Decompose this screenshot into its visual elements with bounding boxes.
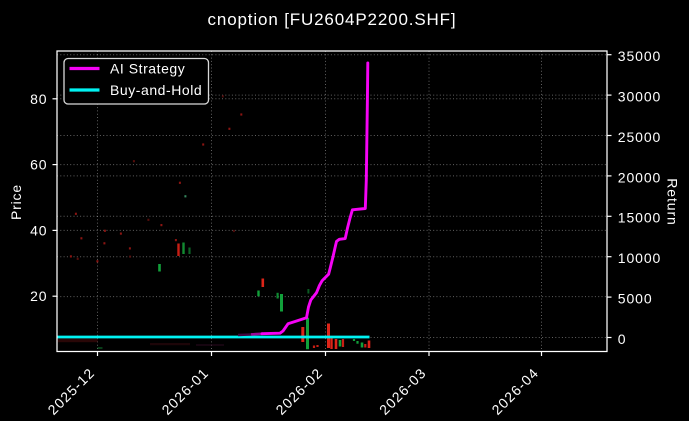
svg-text:10000: 10000 bbox=[618, 250, 661, 266]
svg-text:AI Strategy: AI Strategy bbox=[110, 61, 185, 77]
svg-text:30000: 30000 bbox=[618, 89, 661, 105]
svg-text:40: 40 bbox=[30, 222, 47, 238]
svg-text:Price: Price bbox=[8, 184, 24, 220]
svg-text:0: 0 bbox=[618, 331, 627, 347]
svg-text:5000: 5000 bbox=[618, 291, 653, 307]
svg-text:20000: 20000 bbox=[618, 169, 661, 185]
svg-text:60: 60 bbox=[30, 157, 47, 173]
svg-text:15000: 15000 bbox=[618, 210, 661, 226]
svg-text:Return: Return bbox=[664, 178, 680, 225]
svg-text:25000: 25000 bbox=[618, 129, 661, 145]
svg-text:cnoption [FU2604P2200.SHF]: cnoption [FU2604P2200.SHF] bbox=[208, 10, 457, 29]
svg-text:20: 20 bbox=[30, 288, 47, 304]
svg-text:80: 80 bbox=[30, 91, 47, 107]
svg-text:Buy-and-Hold: Buy-and-Hold bbox=[110, 82, 202, 98]
svg-text:35000: 35000 bbox=[618, 48, 661, 64]
